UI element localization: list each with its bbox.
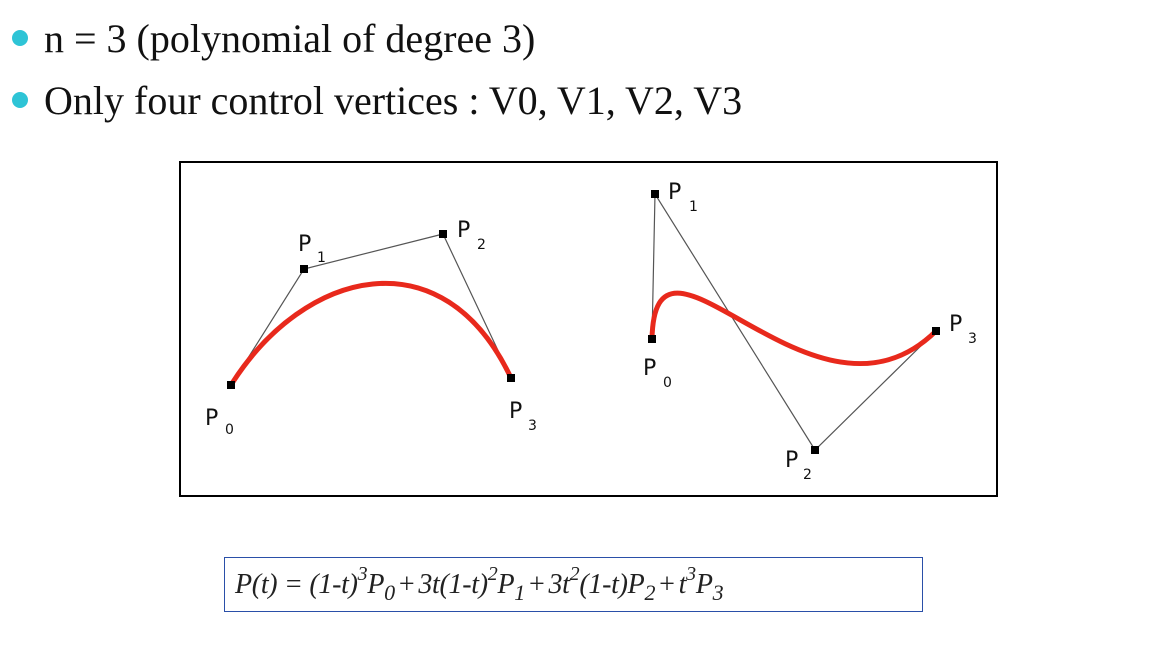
formula-plus: + xyxy=(528,568,545,600)
right-control-point-p2 xyxy=(811,446,819,454)
left-label-p3: P xyxy=(509,399,522,424)
bullet-item: n = 3 (polynomial of degree 3) xyxy=(10,8,742,70)
left-bezier-curve xyxy=(228,280,514,388)
formula-plus: + xyxy=(659,568,675,600)
right-label-p1: P xyxy=(668,180,681,205)
formula-term-3: 3t2(1-t)P2 xyxy=(548,562,656,605)
right-bezier-example: P 0 P 1 P 2 P 3 xyxy=(643,180,977,483)
left-control-point-p2 xyxy=(439,230,447,238)
bullet-text: n = 3 (polynomial of degree 3) xyxy=(44,16,536,61)
formula-term-1: (1-t)3P0 xyxy=(309,562,395,605)
right-label-p0-sub: 0 xyxy=(663,375,672,391)
left-control-point-p3 xyxy=(507,374,515,382)
left-control-point-p0 xyxy=(227,381,235,389)
left-control-point-p1 xyxy=(300,265,308,273)
left-label-p2: P xyxy=(457,218,470,243)
bezier-formula: P(t) = (1-t)3P0 + 3t(1-t)2P1 + 3t2(1-t)P… xyxy=(224,557,923,612)
left-label-p3-sub: 3 xyxy=(528,418,537,434)
right-label-p0: P xyxy=(643,356,656,381)
formula-term-2: 3t(1-t)2P1 xyxy=(418,562,525,605)
bullet-item: Only four control vertices : V0, V1, V2,… xyxy=(10,70,742,132)
right-bezier-curve xyxy=(649,290,939,367)
right-label-p1-sub: 1 xyxy=(689,199,698,215)
bullet-text: Only four control vertices : V0, V1, V2,… xyxy=(44,78,743,123)
right-label-p2-sub: 2 xyxy=(803,467,812,483)
bullet-dot-icon xyxy=(12,92,28,108)
formula-term-4: t3P3 xyxy=(678,562,724,605)
left-label-p0-sub: 0 xyxy=(225,422,234,438)
left-label-p1-sub: 1 xyxy=(317,250,326,266)
right-control-point-p1 xyxy=(651,190,659,198)
right-control-point-p3 xyxy=(932,327,940,335)
right-label-p2: P xyxy=(785,448,798,473)
bezier-diagram: P 0 P 1 P 2 P 3 P 0 P 1 P 2 P 3 xyxy=(205,180,977,483)
right-control-point-p0 xyxy=(648,335,656,343)
left-control-polygon xyxy=(230,233,512,386)
right-label-p3: P xyxy=(949,312,962,337)
left-label-p2-sub: 2 xyxy=(477,237,486,253)
bullet-list: n = 3 (polynomial of degree 3) Only four… xyxy=(10,8,742,132)
right-control-polygon xyxy=(651,191,937,451)
bullet-dot-icon xyxy=(12,30,28,46)
formula-lhs: P(t) = xyxy=(235,568,303,600)
left-bezier-example: P 0 P 1 P 2 P 3 xyxy=(205,218,537,438)
bezier-figure: P 0 P 1 P 2 P 3 P 0 P 1 P 2 P 3 xyxy=(179,161,998,497)
formula-plus: + xyxy=(398,568,415,600)
left-label-p0: P xyxy=(205,406,218,431)
left-label-p1: P xyxy=(298,232,311,257)
right-label-p3-sub: 3 xyxy=(968,331,977,347)
